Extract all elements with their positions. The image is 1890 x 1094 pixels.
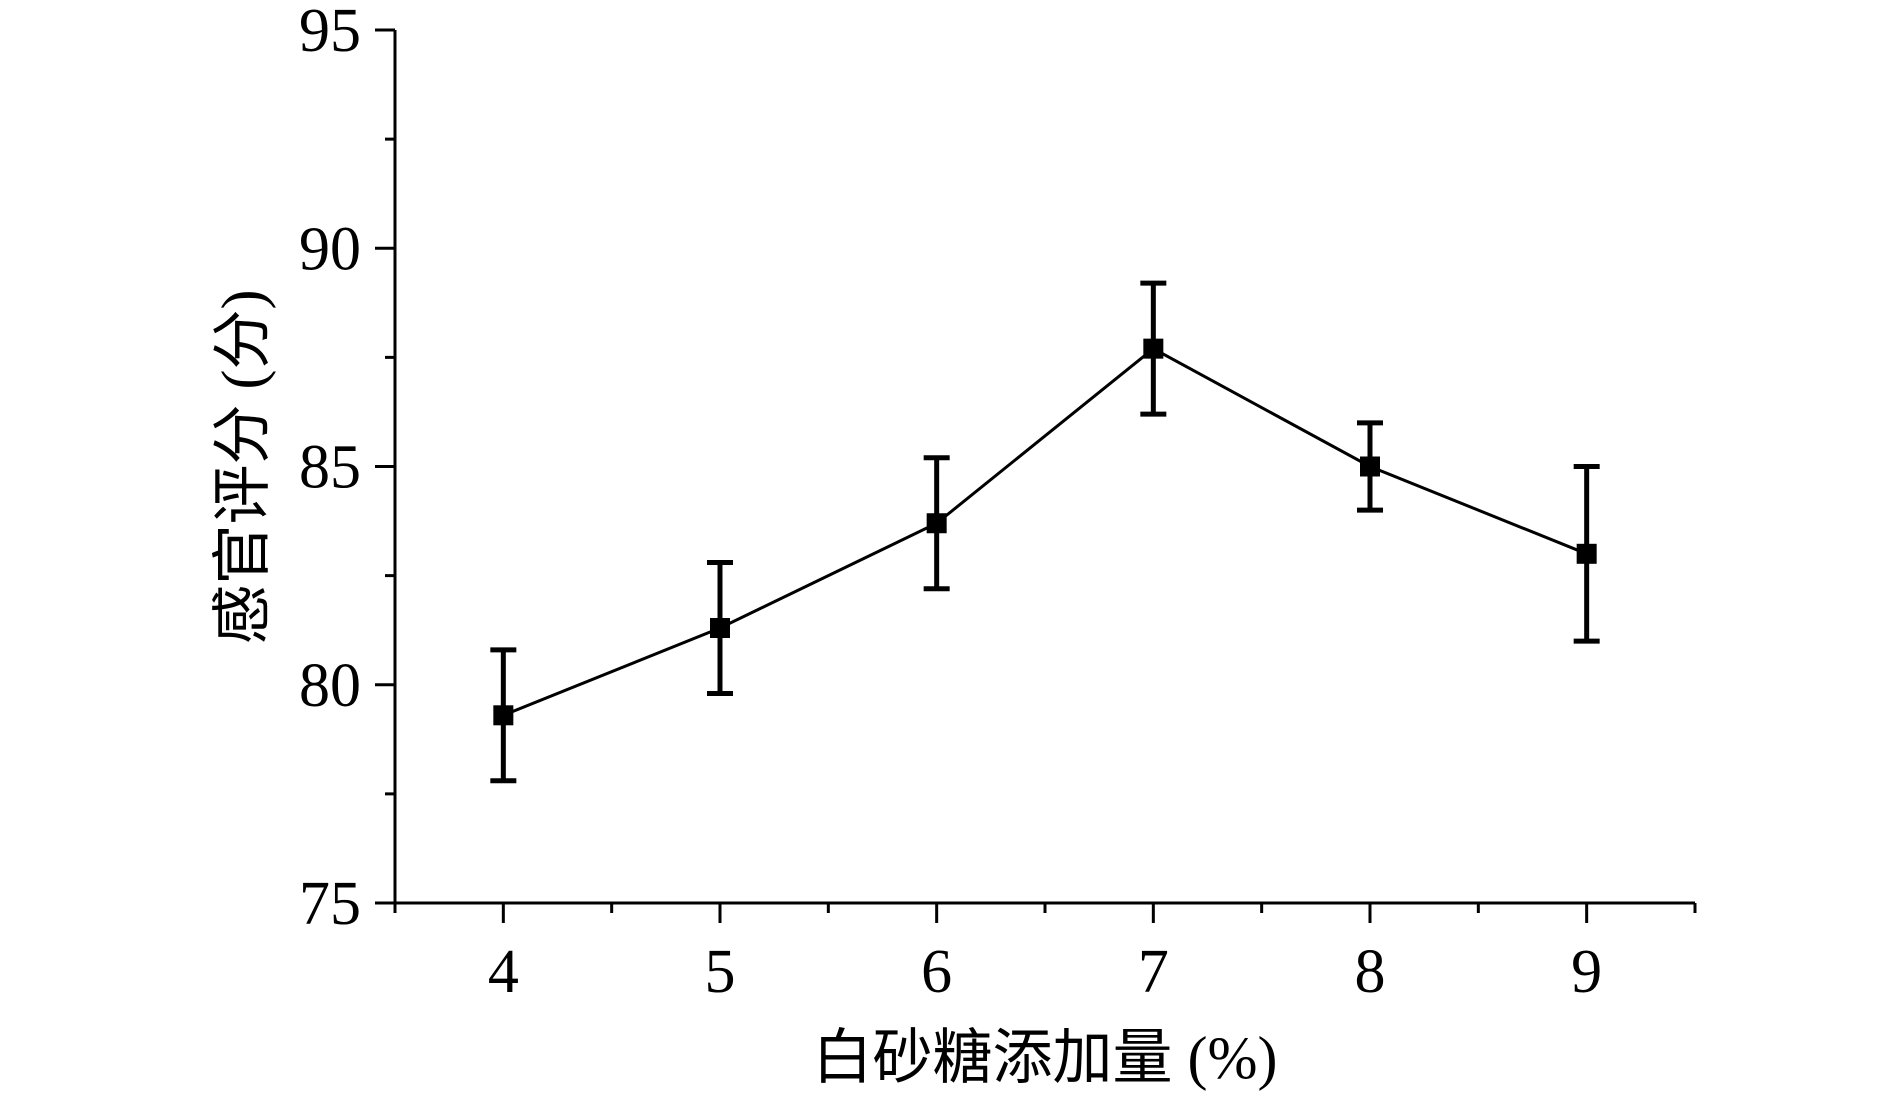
data-point-marker (493, 705, 514, 726)
x-tick-label: 9 (1571, 938, 1602, 1006)
y-axis-title: 感官评分 (分) (210, 290, 276, 645)
y-tick-label: 95 (299, 0, 361, 65)
data-point-marker (926, 513, 947, 534)
x-tick-label: 7 (1138, 938, 1169, 1006)
data-point-marker (1143, 338, 1164, 359)
y-tick-label: 85 (299, 434, 361, 502)
data-point-marker (1576, 543, 1597, 564)
y-tick-label: 90 (299, 215, 361, 283)
series (490, 280, 1600, 784)
data-point-marker (710, 618, 730, 639)
y-tick-label: 75 (299, 870, 361, 938)
x-ticks: 4 5 6 7 8 9 (393, 903, 1697, 1006)
y-tick-label: 80 (299, 652, 361, 720)
x-tick-label: 8 (1355, 938, 1386, 1006)
x-tick-label: 4 (488, 938, 519, 1006)
axes (393, 30, 1695, 905)
y-ticks: 75 80 85 90 95 (299, 0, 395, 938)
x-axis-title: 白砂糖添加量 (%) (813, 1025, 1278, 1091)
data-point-marker (1360, 456, 1380, 477)
x-tick-label: 6 (921, 938, 952, 1006)
series-line (502, 346, 1588, 717)
x-tick-label: 5 (705, 938, 736, 1006)
